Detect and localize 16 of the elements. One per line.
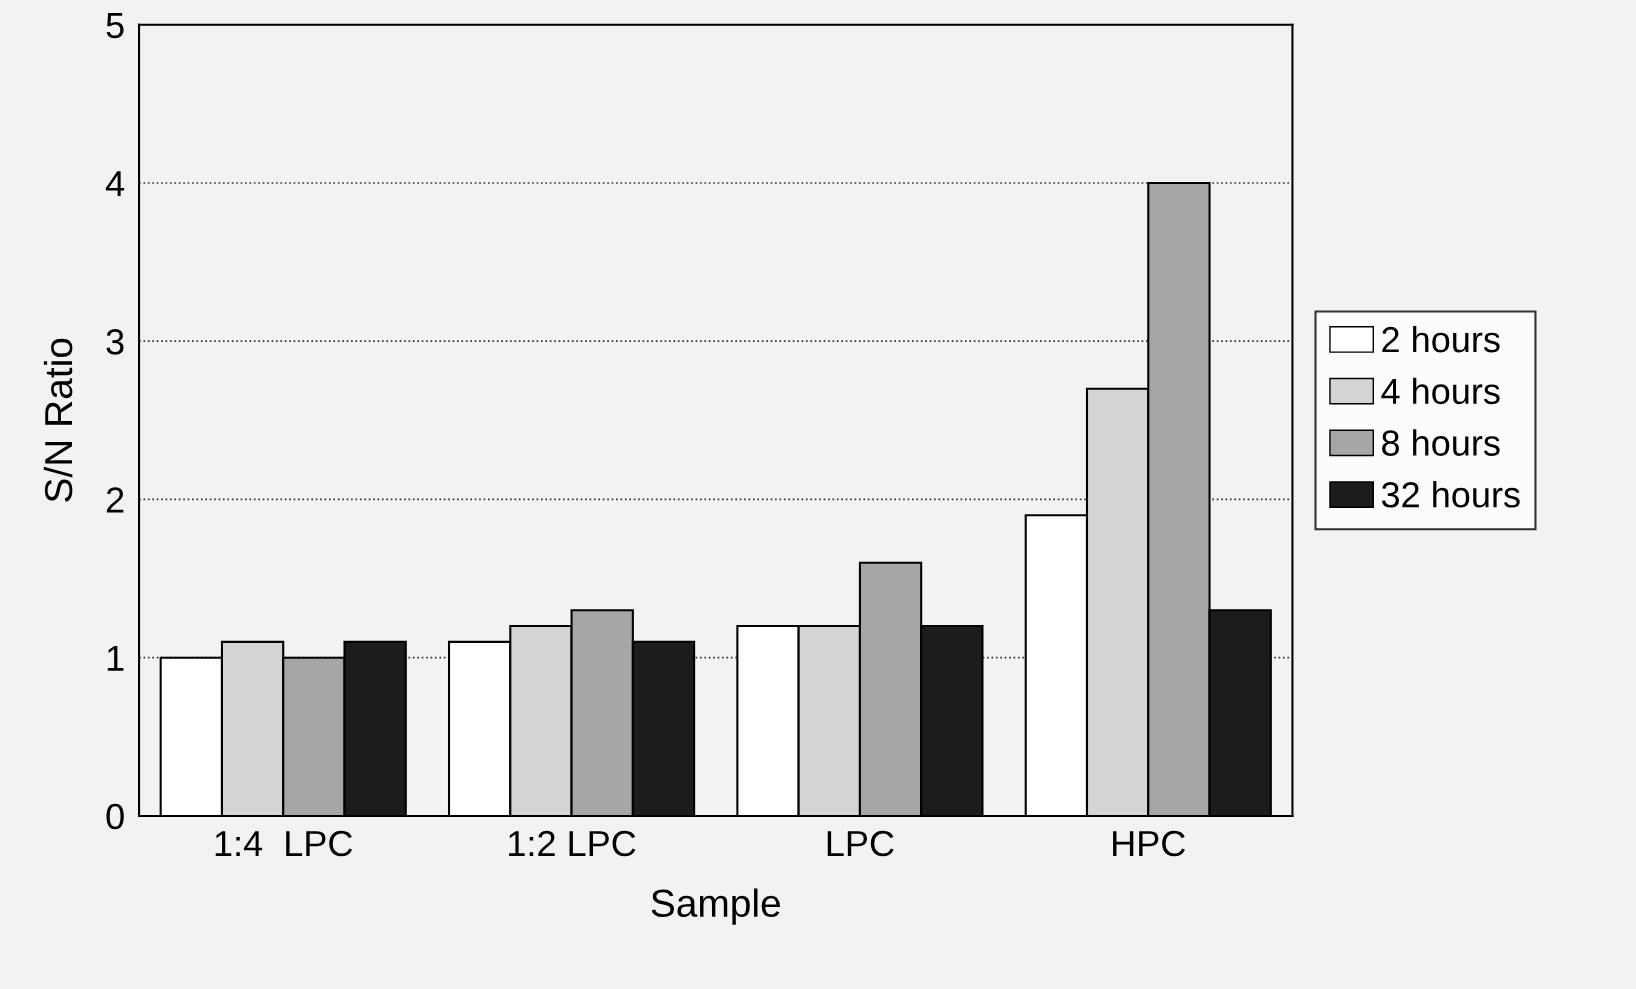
y-tick-label: 4 <box>105 171 125 197</box>
x-tick-label: 1:2 LPC <box>509 830 636 857</box>
y-tick-label: 2 <box>106 487 124 513</box>
legend-label: 32 hours <box>1381 481 1520 508</box>
y-tick-label: 5 <box>106 12 124 39</box>
legend-label: 4 hours <box>1381 377 1500 405</box>
y-axis-title: S/N Ratio <box>43 338 73 502</box>
y-tick-label: 1 <box>107 645 124 671</box>
x-tick-label: HPC <box>1113 830 1186 857</box>
x-tick-label: 1:4 LPC <box>215 830 353 857</box>
legend-label: 2 hours <box>1382 325 1500 353</box>
y-tick-label: 0 <box>106 803 124 830</box>
x-tick-label: LPC <box>827 830 894 857</box>
x-axis-title: Sample <box>651 888 780 925</box>
legend-label: 8 hours <box>1382 429 1500 456</box>
y-tick-label: 3 <box>106 329 124 355</box>
